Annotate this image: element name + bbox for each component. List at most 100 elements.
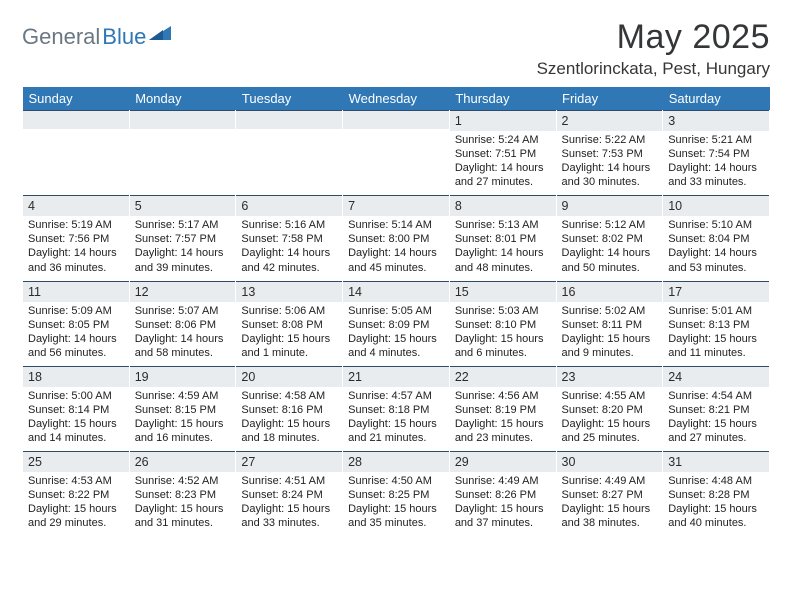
calendar-day-cell: 8Sunrise: 5:13 AMSunset: 8:01 PMDaylight… xyxy=(449,195,556,280)
day-info-line: and 27 minutes. xyxy=(668,431,764,445)
calendar-day-cell: 13Sunrise: 5:06 AMSunset: 8:08 PMDayligh… xyxy=(236,281,343,366)
calendar-day-cell: 14Sunrise: 5:05 AMSunset: 8:09 PMDayligh… xyxy=(343,281,450,366)
day-info-line: Sunrise: 5:05 AM xyxy=(348,304,444,318)
day-info-line: Sunset: 8:13 PM xyxy=(668,318,764,332)
day-number-band: 26 xyxy=(130,451,236,472)
day-info-line: and 29 minutes. xyxy=(28,516,124,530)
day-info-line: and 35 minutes. xyxy=(348,516,444,530)
day-info-line: and 39 minutes. xyxy=(135,261,231,275)
day-info-line: and 33 minutes. xyxy=(668,175,764,189)
day-info-line: Sunset: 8:23 PM xyxy=(135,488,231,502)
day-number-band: 17 xyxy=(663,281,769,302)
day-info: Sunrise: 5:02 AMSunset: 8:11 PMDaylight:… xyxy=(557,302,663,366)
day-info-line: Sunrise: 4:54 AM xyxy=(668,389,764,403)
day-info xyxy=(343,129,449,187)
day-info-line: Daylight: 15 hours xyxy=(562,417,658,431)
day-info xyxy=(23,129,129,187)
day-number-band: 21 xyxy=(343,366,449,387)
day-number-band: 12 xyxy=(130,281,236,302)
day-info: Sunrise: 5:24 AMSunset: 7:51 PMDaylight:… xyxy=(450,131,556,195)
calendar-day-cell: 18Sunrise: 5:00 AMSunset: 8:14 PMDayligh… xyxy=(23,366,130,451)
day-number-band xyxy=(23,110,129,129)
day-info-line: Sunrise: 5:00 AM xyxy=(28,389,124,403)
calendar-day-cell xyxy=(23,110,130,195)
calendar-day-cell: 26Sunrise: 4:52 AMSunset: 8:23 PMDayligh… xyxy=(129,451,236,536)
day-info xyxy=(236,129,342,187)
day-number-band xyxy=(130,110,236,129)
location-text: Szentlorinckata, Pest, Hungary xyxy=(537,59,770,79)
day-number-band: 18 xyxy=(23,366,129,387)
day-info-line: Daylight: 15 hours xyxy=(135,502,231,516)
calendar-week-row: 18Sunrise: 5:00 AMSunset: 8:14 PMDayligh… xyxy=(23,366,770,451)
calendar-day-cell: 7Sunrise: 5:14 AMSunset: 8:00 PMDaylight… xyxy=(343,195,450,280)
day-info-line: Daylight: 14 hours xyxy=(562,246,658,260)
day-info-line: Sunrise: 5:13 AM xyxy=(455,218,551,232)
calendar-day-cell: 16Sunrise: 5:02 AMSunset: 8:11 PMDayligh… xyxy=(556,281,663,366)
calendar-day-cell: 1Sunrise: 5:24 AMSunset: 7:51 PMDaylight… xyxy=(449,110,556,195)
day-info-line: Daylight: 14 hours xyxy=(28,332,124,346)
day-info: Sunrise: 5:17 AMSunset: 7:57 PMDaylight:… xyxy=(130,216,236,280)
brand-part1: General xyxy=(22,24,100,50)
calendar-page: GeneralBlue May 2025 Szentlorinckata, Pe… xyxy=(0,0,792,547)
day-info-line: and 6 minutes. xyxy=(455,346,551,360)
day-info: Sunrise: 4:54 AMSunset: 8:21 PMDaylight:… xyxy=(663,387,769,451)
day-info: Sunrise: 5:22 AMSunset: 7:53 PMDaylight:… xyxy=(557,131,663,195)
calendar-day-cell: 5Sunrise: 5:17 AMSunset: 7:57 PMDaylight… xyxy=(129,195,236,280)
calendar-week-row: 1Sunrise: 5:24 AMSunset: 7:51 PMDaylight… xyxy=(23,110,770,195)
day-info-line: Sunset: 8:10 PM xyxy=(455,318,551,332)
day-info-line: Sunrise: 4:53 AM xyxy=(28,474,124,488)
day-info-line: Sunset: 8:00 PM xyxy=(348,232,444,246)
calendar-week-row: 11Sunrise: 5:09 AMSunset: 8:05 PMDayligh… xyxy=(23,281,770,366)
day-number-band: 22 xyxy=(450,366,556,387)
day-info-line: Daylight: 15 hours xyxy=(668,332,764,346)
day-info xyxy=(130,129,236,187)
day-number-band: 8 xyxy=(450,195,556,216)
day-info-line: and 27 minutes. xyxy=(455,175,551,189)
day-info-line: Sunrise: 5:07 AM xyxy=(135,304,231,318)
day-info: Sunrise: 5:13 AMSunset: 8:01 PMDaylight:… xyxy=(450,216,556,280)
day-info-line: Daylight: 15 hours xyxy=(28,417,124,431)
day-number-band: 23 xyxy=(557,366,663,387)
day-info-line: Sunset: 7:57 PM xyxy=(135,232,231,246)
day-info: Sunrise: 5:06 AMSunset: 8:08 PMDaylight:… xyxy=(236,302,342,366)
calendar-day-cell xyxy=(129,110,236,195)
day-info-line: Sunrise: 5:14 AM xyxy=(348,218,444,232)
day-number-band: 4 xyxy=(23,195,129,216)
day-info-line: Sunset: 8:18 PM xyxy=(348,403,444,417)
weekday-header: Friday xyxy=(556,87,663,110)
day-info-line: and 16 minutes. xyxy=(135,431,231,445)
day-number-band: 27 xyxy=(236,451,342,472)
day-info: Sunrise: 4:52 AMSunset: 8:23 PMDaylight:… xyxy=(130,472,236,536)
calendar-table: SundayMondayTuesdayWednesdayThursdayFrid… xyxy=(22,87,770,537)
brand-logo: GeneralBlue xyxy=(22,18,171,50)
day-info-line: Daylight: 15 hours xyxy=(455,332,551,346)
day-info-line: Daylight: 15 hours xyxy=(241,417,337,431)
day-info-line: Daylight: 14 hours xyxy=(455,161,551,175)
calendar-week-row: 4Sunrise: 5:19 AMSunset: 7:56 PMDaylight… xyxy=(23,195,770,280)
day-info: Sunrise: 5:05 AMSunset: 8:09 PMDaylight:… xyxy=(343,302,449,366)
day-info-line: Daylight: 14 hours xyxy=(241,246,337,260)
day-info-line: Sunrise: 5:19 AM xyxy=(28,218,124,232)
day-info-line: Sunset: 8:28 PM xyxy=(668,488,764,502)
day-info: Sunrise: 4:51 AMSunset: 8:24 PMDaylight:… xyxy=(236,472,342,536)
calendar-day-cell: 21Sunrise: 4:57 AMSunset: 8:18 PMDayligh… xyxy=(343,366,450,451)
calendar-day-cell: 25Sunrise: 4:53 AMSunset: 8:22 PMDayligh… xyxy=(23,451,130,536)
day-info-line: and 9 minutes. xyxy=(562,346,658,360)
day-info-line: Sunset: 8:08 PM xyxy=(241,318,337,332)
day-info-line: Sunset: 8:11 PM xyxy=(562,318,658,332)
day-info-line: Sunrise: 5:01 AM xyxy=(668,304,764,318)
day-info-line: Daylight: 14 hours xyxy=(28,246,124,260)
day-info: Sunrise: 4:57 AMSunset: 8:18 PMDaylight:… xyxy=(343,387,449,451)
day-info-line: Sunset: 8:02 PM xyxy=(562,232,658,246)
day-info-line: and 11 minutes. xyxy=(668,346,764,360)
day-info-line: and 33 minutes. xyxy=(241,516,337,530)
day-info: Sunrise: 4:49 AMSunset: 8:27 PMDaylight:… xyxy=(557,472,663,536)
brand-triangle-icon xyxy=(149,24,171,40)
day-info: Sunrise: 5:03 AMSunset: 8:10 PMDaylight:… xyxy=(450,302,556,366)
weekday-header: Wednesday xyxy=(343,87,450,110)
day-info-line: and 56 minutes. xyxy=(28,346,124,360)
day-info-line: Sunset: 8:01 PM xyxy=(455,232,551,246)
day-number-band: 14 xyxy=(343,281,449,302)
day-info-line: Sunset: 8:15 PM xyxy=(135,403,231,417)
calendar-day-cell xyxy=(236,110,343,195)
